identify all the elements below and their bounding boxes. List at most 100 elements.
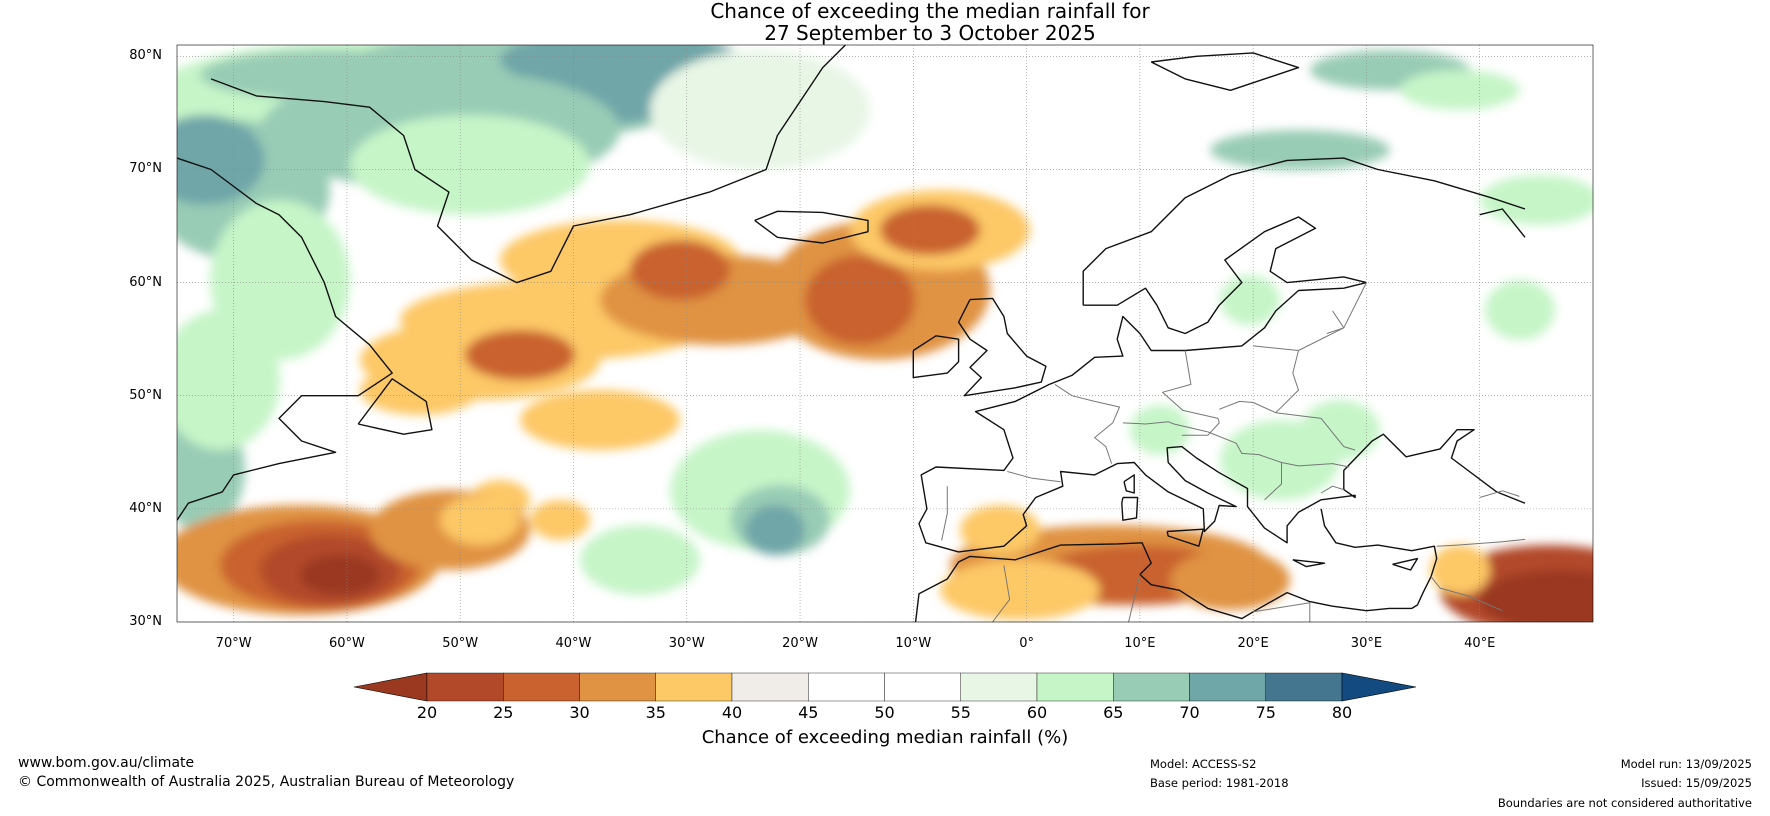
colorbar-segment [1036,672,1114,702]
colorbar-segment [884,672,961,702]
colorbar-tick-label: 70 [1179,703,1200,722]
rainfall-blob [465,330,575,380]
colorbar-segment [655,672,733,702]
rainfall-blob [210,200,350,360]
rainfall-blob [300,555,380,595]
colorbar-tick-label: 40 [721,703,743,722]
colorbar-segment [1265,672,1343,702]
rainfall-blob [1485,280,1555,340]
country-border [1479,490,1520,498]
longitude-label: 30°W [668,636,705,651]
latitude-label: 30°N [129,614,162,629]
coastline [177,157,393,521]
longitude-label: 20°E [1237,636,1269,651]
country-border [1253,602,1311,622]
latitude-label: 80°N [129,48,162,64]
longitude-label: 40°E [1464,636,1496,651]
longitude-label: 50°W [442,636,479,651]
country-border [1054,383,1120,464]
rainfall-blob [1130,405,1190,455]
colorbar-segment [579,672,656,702]
coastline [210,45,846,284]
longitude-label: 10°E [1124,636,1156,651]
rainfall-blob [530,500,590,540]
longitude-label: 20°W [782,636,818,651]
rainfall-blob [745,505,805,555]
colorbar-segment [1113,672,1190,702]
coastline [754,210,869,244]
coastline [1123,474,1135,494]
colorbar-tick-label: 80 [1331,703,1353,722]
rainfall-blob [1220,275,1280,325]
colorbar-tick-label: 20 [416,703,438,722]
colorbar-segment [503,672,580,702]
coastline [912,335,960,379]
rainfall-blob [650,50,870,170]
coastline [1121,496,1139,521]
country-border [1275,282,1367,451]
colorbar-tick-label: 30 [569,703,590,722]
colorbar-tick-label: 50 [874,703,895,722]
rainfall-blob [580,525,700,595]
country-border [1122,421,1208,433]
rainfall-blob [805,255,915,345]
colorbar-segment [808,672,885,702]
rainfall-fields [177,45,1593,622]
longitude-label: 70°W [215,636,252,651]
latitude-label: 40°N [129,500,162,516]
rainfall-blob [1430,545,1490,595]
rainfall-blob [360,365,480,415]
colorbar-segment [960,672,1038,702]
country-border [1207,431,1282,501]
colorbar-tick-label: 25 [493,703,514,722]
colorbar-tick-label: 55 [950,703,971,722]
colorbar-tick-label: 45 [798,703,819,722]
rainfall-blob [1480,570,1593,622]
coastline [357,378,433,435]
website-link[interactable]: www.bom.gov.au/climate [18,755,195,771]
country-border [1007,471,1061,483]
coastline [1150,52,1300,91]
longitude-label: 40°W [555,636,592,651]
latitude-label: 70°N [129,161,162,177]
boundaries-disclaimer: Boundaries are not considered authoritat… [1497,796,1752,810]
rainfall-blob [1480,175,1593,225]
colorbar [353,672,1417,702]
rainfall-blob [960,505,1040,555]
colorbar-segment [426,672,504,702]
country-border [941,486,948,541]
colorbar-high-arrow [1341,672,1417,702]
longitude-label: 30°E [1350,636,1383,651]
model-name: Model: ACCESS-S2 [1150,757,1257,771]
map-title-line1: Chance of exceeding the median rainfall … [710,0,1150,23]
coastline [1083,216,1367,335]
coastlines [177,45,1526,622]
colorbar-low-arrow [353,672,428,702]
colorbar-tick-label: 65 [1103,703,1124,722]
colorbar-segment [731,672,809,702]
rainfall-blob [1400,70,1520,110]
base-period: Base period: 1981-2018 [1150,776,1289,790]
colorbar-tick-label: 60 [1026,703,1048,722]
coastline [1394,621,1396,622]
country-border [1436,538,1526,547]
rainfall-blob [440,495,520,545]
coastline [957,297,1047,397]
country-border [991,565,1011,622]
coastline [1292,559,1326,568]
rainfall-blob [1210,130,1390,170]
coastline [1082,157,1526,306]
rainfall-blob [1300,400,1380,460]
model-run-date: Model run: 13/09/2025 [1620,757,1752,771]
copyright-text: © Commonwealth of Australia 2025, Austra… [18,774,515,790]
country-border [1430,576,1503,612]
longitude-label: 10°W [895,636,932,651]
country-border [1253,345,1299,351]
graticule [177,45,1593,622]
coastline [1392,557,1419,571]
coastline [1479,208,1526,238]
rainfall-blob [350,115,590,215]
issued-date: Issued: 15/09/2025 [1641,776,1752,790]
latitude-label: 60°N [129,274,162,290]
